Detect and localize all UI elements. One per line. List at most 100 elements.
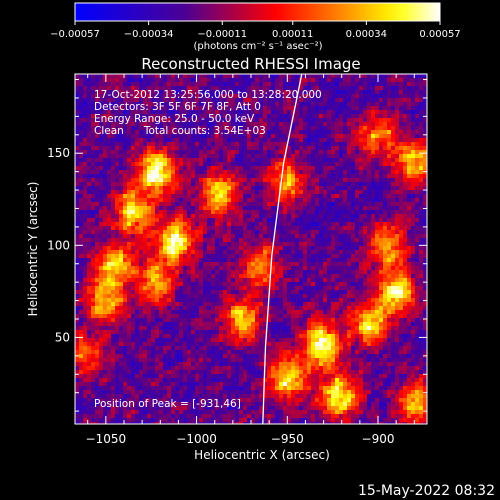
heatmap-cell (195, 274, 200, 279)
heatmap-cell (327, 282, 332, 287)
heatmap-cell (267, 258, 272, 263)
heatmap-cell (303, 238, 308, 243)
heatmap-cell (151, 174, 156, 179)
heatmap-cell (383, 218, 388, 223)
heatmap-cell (379, 114, 384, 119)
heatmap-cell (175, 146, 180, 151)
heatmap-cell (223, 78, 228, 83)
heatmap-cell (395, 278, 400, 283)
heatmap-cell (143, 282, 148, 287)
heatmap-cell (375, 110, 380, 115)
heatmap-cell (239, 138, 244, 143)
heatmap-cell (247, 294, 252, 299)
heatmap-cell (343, 274, 348, 279)
heatmap-cell (323, 186, 328, 191)
heatmap-cell (323, 258, 328, 263)
heatmap-cell (419, 286, 424, 291)
heatmap-cell (407, 110, 412, 115)
heatmap-cell (127, 78, 132, 83)
heatmap-cell (391, 234, 396, 239)
heatmap-cell (187, 250, 192, 255)
heatmap-cell (243, 106, 248, 111)
heatmap-cell (199, 130, 204, 135)
heatmap-cell (103, 78, 108, 83)
heatmap-cell (347, 234, 352, 239)
heatmap-cell (303, 214, 308, 219)
heatmap-cell (367, 218, 372, 223)
heatmap-cell (367, 266, 372, 271)
heatmap-cell (75, 230, 80, 235)
heatmap-cell (387, 246, 392, 251)
heatmap-cell (375, 210, 380, 215)
heatmap-cell (351, 138, 356, 143)
heatmap-cell (251, 198, 256, 203)
heatmap-cell (275, 250, 280, 255)
heatmap-cell (411, 234, 416, 239)
heatmap-cell (75, 74, 80, 79)
heatmap-cell (387, 218, 392, 223)
heatmap-cell (419, 126, 424, 131)
heatmap-cell (183, 82, 188, 87)
heatmap-cell (147, 122, 152, 127)
heatmap-cell (303, 134, 308, 139)
heatmap-cell (151, 166, 156, 171)
heatmap-cell (87, 250, 92, 255)
heatmap-cell (395, 290, 400, 295)
heatmap-cell (335, 78, 340, 83)
heatmap-cell (395, 146, 400, 151)
heatmap-cell (167, 98, 172, 103)
heatmap-cell (267, 270, 272, 275)
heatmap-cell (295, 278, 300, 283)
heatmap-cell (199, 86, 204, 91)
heatmap-cell (327, 182, 332, 187)
heatmap-cell (167, 126, 172, 131)
heatmap-cell (111, 190, 116, 195)
heatmap-cell (211, 198, 216, 203)
heatmap-cell (211, 146, 216, 151)
heatmap-cell (159, 278, 164, 283)
heatmap-cell (283, 246, 288, 251)
heatmap-cell (79, 138, 84, 143)
heatmap-cell (343, 110, 348, 115)
heatmap-cell (291, 210, 296, 215)
heatmap-cell (355, 74, 360, 79)
heatmap-cell (295, 82, 300, 87)
heatmap-cell (75, 82, 80, 87)
heatmap-cell (195, 106, 200, 111)
heatmap-cell (223, 278, 228, 283)
heatmap-cell (199, 134, 204, 139)
heatmap-cell (151, 238, 156, 243)
heatmap-cell (87, 298, 92, 303)
heatmap-cell (347, 98, 352, 103)
heatmap-cell (359, 190, 364, 195)
heatmap-cell (411, 118, 416, 123)
heatmap-cell (195, 290, 200, 295)
heatmap-cell (231, 110, 236, 115)
heatmap-cell (195, 78, 200, 83)
heatmap-cell (119, 162, 124, 167)
heatmap-cell (107, 294, 112, 299)
heatmap-cell (395, 250, 400, 255)
heatmap-cell (391, 278, 396, 283)
heatmap-cell (259, 182, 264, 187)
heatmap-cell (351, 266, 356, 271)
heatmap-cell (187, 78, 192, 83)
heatmap-cell (191, 94, 196, 99)
heatmap-cell (291, 214, 296, 219)
heatmap-cell (371, 186, 376, 191)
heatmap-cell (119, 246, 124, 251)
heatmap-cell (103, 282, 108, 287)
heatmap-cell (383, 202, 388, 207)
heatmap-cell (231, 298, 236, 303)
heatmap-cell (347, 82, 352, 87)
heatmap-cell (247, 234, 252, 239)
heatmap-cell (143, 82, 148, 87)
heatmap-cell (351, 86, 356, 91)
heatmap-cell (363, 286, 368, 291)
heatmap-cell (215, 266, 220, 271)
heatmap-cell (75, 270, 80, 275)
heatmap-cell (419, 162, 424, 167)
heatmap-cell (347, 186, 352, 191)
heatmap-cell (271, 122, 276, 127)
heatmap-cell (339, 182, 344, 187)
